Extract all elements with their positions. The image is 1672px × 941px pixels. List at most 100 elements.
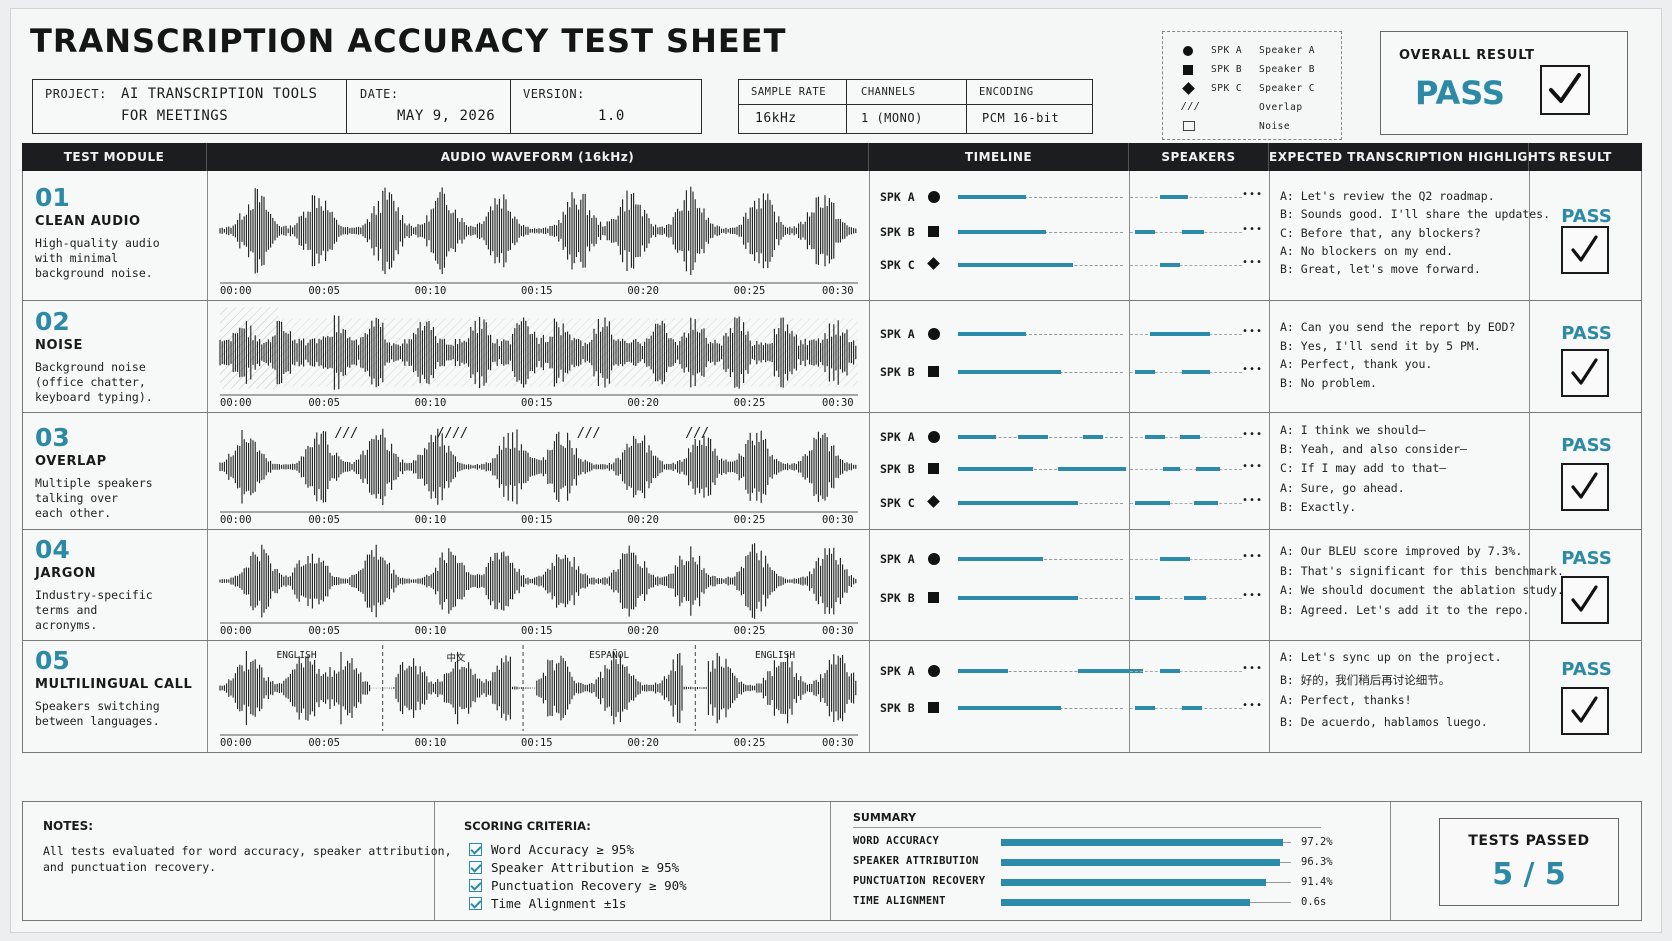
module-name: MULTILINGUAL CALL [35,677,193,692]
module-cell: 01 CLEAN AUDIO High-quality audio with m… [23,171,208,300]
speakers-cell: ••• ••• [1130,301,1270,412]
square-icon [1183,65,1193,75]
notes-label: NOTES: [43,819,94,833]
timeline-speaker-label: SPK A [880,552,915,566]
diamond-icon [1182,82,1195,95]
circle-icon [928,665,940,677]
transcript-line: A: Let's sync up on the project. [1280,650,1502,664]
waveform-cell: 00:00 00:05 00:10 00:15 00:20 00:25 00:30 [208,301,870,412]
timeline-speaker-label: SPK C [880,258,915,272]
language-label: ESPAÑOL [589,650,630,661]
time-tick-label: 00:20 [627,514,659,526]
time-tick-label: 00:05 [308,625,340,637]
speaker-legend: SPK A Speaker A SPK B Speaker B SPK C Sp… [1162,31,1342,140]
more-icon[interactable]: ••• [1242,224,1264,235]
module-cell: 03 OVERLAP Multiple speakers talking ove… [23,413,208,529]
check-icon [1561,687,1609,735]
time-tick-label: 00:15 [521,285,553,297]
timeline-segment [958,501,1078,505]
module-number: 01 [35,183,70,212]
more-icon[interactable]: ••• [1242,189,1264,200]
version-label: VERSION: [523,87,585,101]
more-icon[interactable]: ••• [1242,429,1264,440]
notes-text-line2: and punctuation recovery. [43,860,217,874]
timeline-speaker-label: SPK A [880,664,915,678]
timeline-segment [958,557,1043,561]
timeline-segment [1058,467,1126,471]
timeline-segment [958,370,1061,374]
more-icon[interactable]: ••• [1242,461,1264,472]
module-cell: 05 MULTILINGUAL CALL Speakers switching … [23,641,208,752]
speaker-segment [1135,370,1155,374]
table-header: TEST MODULE AUDIO WAVEFORM (16kHz) TIMEL… [22,143,1642,171]
waveform-path [219,651,857,726]
square-icon [928,702,939,713]
time-tick-label: 00:05 [308,285,340,297]
diamond-icon [927,257,940,270]
check-icon [1561,463,1609,511]
time-tick-label: 00:15 [521,514,553,526]
checkbox-icon [469,879,482,892]
scoring-item: Punctuation Recovery ≥ 90% [469,878,687,893]
module-description: Speakers switching between languages. [35,699,160,728]
speakers-cell: ••• ••• [1130,530,1270,640]
transcript-line: A: Can you send the report by EOD? [1280,320,1516,334]
time-tick-label: 00:20 [627,625,659,637]
transcript-line: B: Agreed. Let's add it to the repo. [1280,602,1530,617]
timeline-segment [958,706,1061,710]
overlap-mark: /// [577,426,601,441]
more-icon[interactable]: ••• [1242,551,1264,562]
summary-metric-value: 97.2% [1301,836,1333,848]
overlap-hatch-icon: /// [1181,101,1201,112]
project-info-box: PROJECT: AI TRANSCRIPTION TOOLS FOR MEET… [32,79,702,134]
tests-passed-value: 5 / 5 [1492,857,1566,892]
timeline-speaker-label: SPK B [880,225,915,239]
header-speakers: SPEAKERS [1129,143,1269,171]
module-description: Industry-specific terms and acronyms. [35,588,153,632]
transcript-line: A: Let's review the Q2 roadmap. [1280,189,1495,203]
speaker-segment [1145,435,1165,439]
speaker-track [1130,469,1242,470]
time-tick-label: 00:25 [733,625,766,637]
module-cell: 02 NOISE Background noise (office chatte… [23,301,208,412]
more-icon[interactable]: ••• [1242,700,1264,711]
more-icon[interactable]: ••• [1242,663,1264,674]
timeline-speaker-label: SPK B [880,591,915,605]
check-icon [1561,349,1609,397]
more-icon[interactable]: ••• [1242,326,1264,337]
more-icon[interactable]: ••• [1242,495,1264,506]
more-icon[interactable]: ••• [1242,590,1264,601]
module-name: OVERLAP [35,454,107,469]
module-row: 01 CLEAN AUDIO High-quality audio with m… [22,171,1642,301]
date-value: MAY 9, 2026 [397,108,496,124]
speakers-cell: ••• ••• ••• [1130,413,1270,529]
overlap-mark: //// [436,426,469,441]
circle-icon [1183,46,1193,56]
speaker-segment [1184,596,1206,600]
sample-rate-label: SAMPLE RATE [751,86,827,98]
timeline-segment [1018,435,1048,439]
summary-metric-value: 0.6s [1301,896,1327,908]
module-row: 05 MULTILINGUAL CALL Speakers switching … [22,641,1642,753]
language-label: ENGLISH [755,650,796,661]
transcript-line: B: Yes, I'll send it by 5 PM. [1280,338,1481,353]
time-tick-label: 00:05 [308,737,340,749]
result-status: PASS [1561,548,1612,569]
timeline-speaker-label: SPK A [880,430,915,444]
project-name-line2: FOR MEETINGS [121,108,229,124]
speaker-track [1130,671,1242,672]
timeline-segment [958,332,1026,336]
project-name-line1: AI TRANSCRIPTION TOOLS [121,86,318,102]
time-tick-label: 00:00 [220,285,252,297]
square-icon [928,366,939,377]
more-icon[interactable]: ••• [1242,364,1264,375]
header-module: TEST MODULE [22,143,207,171]
speakers-cell: ••• ••• ••• [1130,171,1270,300]
more-icon[interactable]: ••• [1242,257,1264,268]
timeline-speaker-label: SPK C [880,496,915,510]
time-tick-label: 00:15 [521,625,553,637]
transcript-line: B: That's significant for this benchmark… [1280,563,1564,578]
speaker-segment [1160,195,1188,199]
module-number: 05 [35,646,70,675]
module-description: Background noise (office chatter, keyboa… [35,360,153,404]
